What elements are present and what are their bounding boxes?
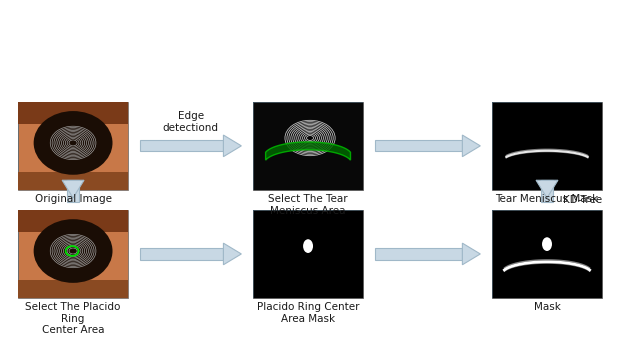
Polygon shape [266, 142, 351, 160]
Bar [253, 102, 363, 190]
Text: Select The Placido
Ring
Center Area: Select The Placido Ring Center Area [26, 302, 121, 335]
Text: Placido Ring Center
Area Mask: Placido Ring Center Area Mask [257, 302, 359, 324]
Text: Mask: Mask [534, 302, 561, 312]
Polygon shape [140, 140, 223, 151]
Polygon shape [223, 243, 241, 265]
Ellipse shape [34, 219, 113, 283]
Polygon shape [541, 180, 553, 202]
Polygon shape [67, 180, 79, 202]
Bar [19, 101, 128, 124]
Bar [492, 210, 602, 298]
Bar [19, 209, 128, 232]
Bar [19, 210, 128, 298]
Bar [253, 210, 363, 298]
Text: KD-Tree: KD-Tree [563, 195, 602, 205]
Polygon shape [462, 243, 480, 265]
Bar [19, 102, 128, 190]
Bar [19, 280, 128, 298]
Polygon shape [140, 248, 223, 259]
Polygon shape [223, 135, 241, 157]
Bar [253, 210, 363, 298]
Text: Edge
detectiond: Edge detectiond [163, 111, 219, 133]
Bar [492, 102, 602, 190]
Bar [19, 210, 128, 298]
Polygon shape [375, 248, 462, 259]
Text: Original Image: Original Image [35, 194, 111, 204]
Polygon shape [375, 140, 462, 151]
Bar [19, 102, 128, 190]
Polygon shape [462, 135, 480, 157]
Polygon shape [62, 180, 84, 198]
Text: Tear Meniscus Mask: Tear Meniscus Mask [495, 194, 598, 204]
Text: Select The Tear
Meniscus Area: Select The Tear Meniscus Area [268, 194, 348, 216]
Ellipse shape [303, 239, 313, 253]
Bar [253, 102, 363, 190]
Polygon shape [536, 180, 558, 198]
Ellipse shape [34, 111, 113, 175]
Bar [492, 102, 602, 190]
Bar [19, 172, 128, 190]
Bar [492, 210, 602, 298]
Ellipse shape [542, 237, 552, 251]
